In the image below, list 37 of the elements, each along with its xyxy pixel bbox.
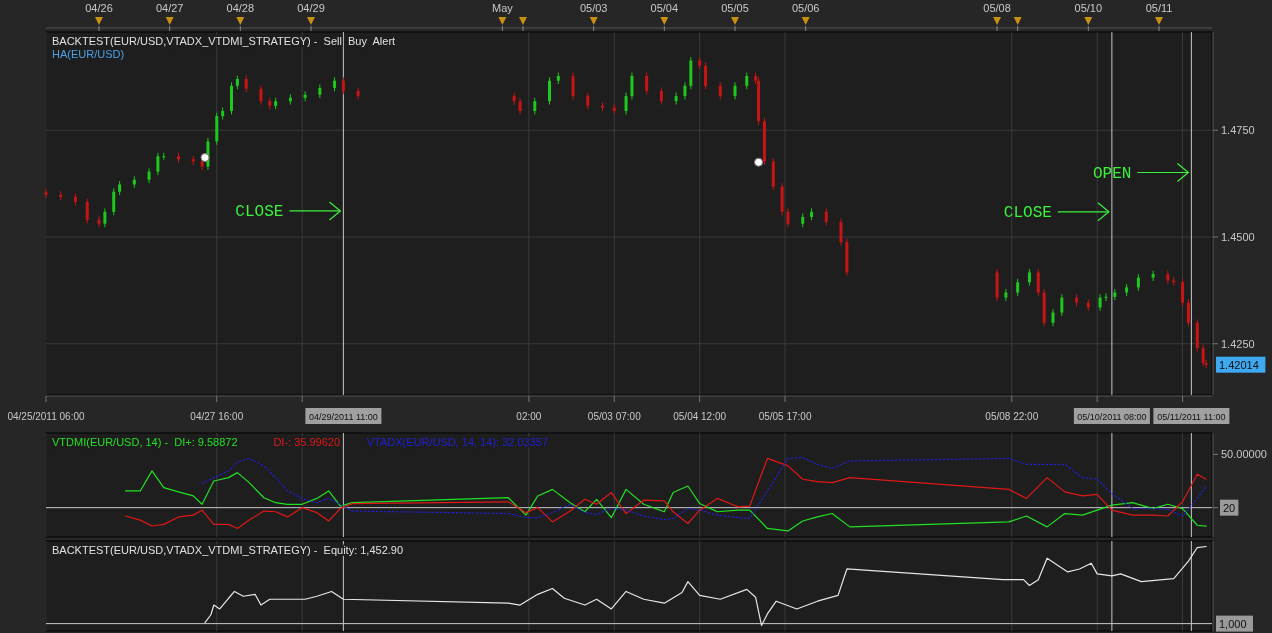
x-tick-label: 02:00 <box>516 411 542 422</box>
x2-tick-label: 04/28 <box>226 2 255 14</box>
y-tick-label: 20 <box>1223 501 1236 514</box>
x-tick-label: 05/05 17:00 <box>758 411 812 422</box>
annotation: CLOSE <box>1003 203 1052 222</box>
text: DI-: 35.99620 <box>273 436 341 448</box>
annotation: CLOSE <box>235 202 284 221</box>
annotation: OPEN <box>1092 164 1132 183</box>
x-tick-label: 05/03 07:00 <box>587 411 642 422</box>
x2-tick-label: 05/05 <box>721 2 749 14</box>
x-tick-label: 05/08 22:00 <box>985 411 1039 422</box>
x2-tick-label: 05/04 <box>650 2 679 14</box>
text: VTDMI(EUR/USD, 14) - DI+: 9.58872 <box>52 436 238 448</box>
x2-tick-label: 05/03 <box>579 2 608 14</box>
text: 1.42014 <box>1219 358 1259 371</box>
x2-tick-label: 05/11 <box>1145 2 1173 14</box>
x2-tick-label: 05/06 <box>791 2 820 14</box>
x2-tick-label: 05/08 <box>983 2 1011 14</box>
y-tick-label: 1.4250 <box>1221 337 1255 350</box>
x2-tick-label: 05/10 <box>1074 2 1103 14</box>
y-tick-label: 50.00000 <box>1221 448 1267 461</box>
text: VTADX(EUR/USD, 14, 14): 32.03357 <box>366 436 549 448</box>
ref-line-label: 05/11/2011 11:00 <box>1157 412 1226 422</box>
chart-title: BACKTEST(EUR/USD,VTADX_VTDMI_STRATEGY) - Sell Buy Alert <box>52 35 396 47</box>
x-tick-label: 05/04 12:00 <box>673 411 727 422</box>
x2-tick-label: 04/27 <box>155 2 184 14</box>
x2-tick-label: 04/29 <box>297 2 325 14</box>
text: 1,000 <box>1219 617 1247 630</box>
x2-tick-label: May <box>492 2 514 14</box>
ref-line-label: 04/29/2011 11:00 <box>309 412 378 422</box>
y-tick-label: 1.4750 <box>1221 124 1255 137</box>
x-tick-label: 04/25/2011 06:00 <box>7 411 85 422</box>
ref-line-label: 05/10/2011 08:00 <box>1077 412 1147 422</box>
y-tick-label: 1.4500 <box>1221 230 1255 243</box>
x-tick-label: 04/27 16:00 <box>190 411 244 422</box>
text: HA(EUR/USD) <box>52 48 125 60</box>
x2-tick-label: 04/26 <box>85 2 113 14</box>
